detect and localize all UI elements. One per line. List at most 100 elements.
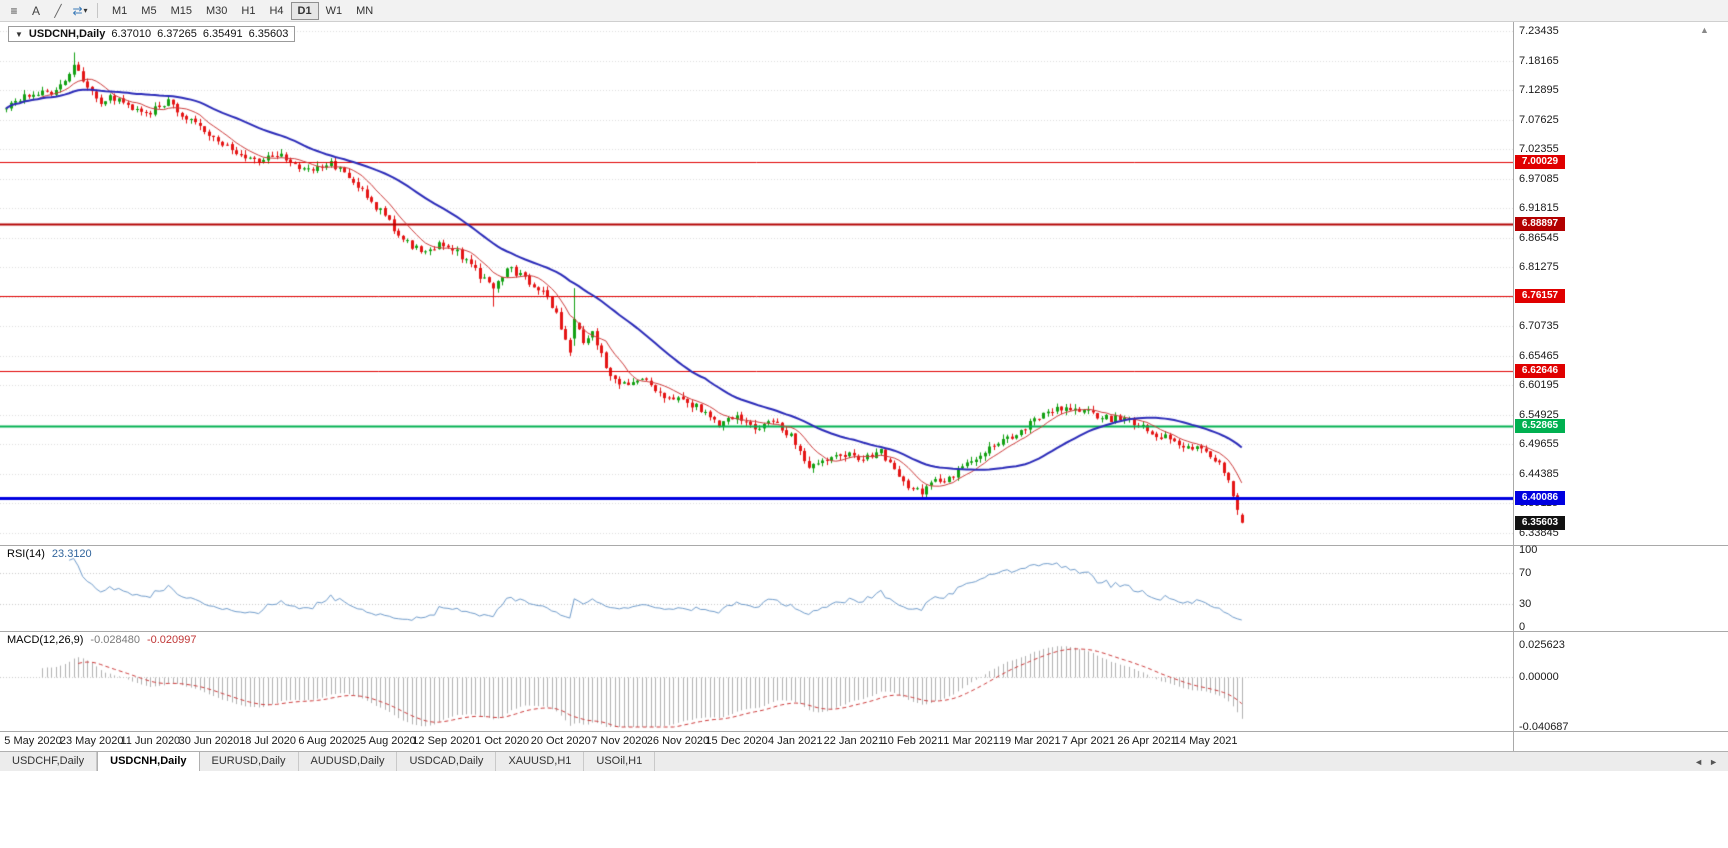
level-price-badge: 6.76157 (1515, 288, 1565, 303)
price-axis-label: 7.18165 (1519, 54, 1559, 67)
rsi-axis: 100 70 30 0 (1513, 544, 1728, 633)
price-axis-label: 6.86545 (1519, 231, 1559, 244)
panel-separator[interactable] (0, 631, 1728, 632)
timeframe-button-m5[interactable]: M5 (141, 4, 157, 17)
rsi-axis-label: 100 (1519, 544, 1538, 556)
timeframe-button-d1[interactable]: D1 (290, 1, 319, 20)
timeframe-button-h4[interactable]: H4 (269, 4, 284, 17)
rsi-axis-label: 0 (1519, 621, 1526, 633)
date-axis-label: 6 Aug 2020 (298, 735, 355, 747)
price-axis-label: 7.12895 (1519, 84, 1559, 97)
date-axis-label: 7 Apr 2021 (1061, 735, 1115, 747)
macd-axis-label: 0.00000 (1519, 670, 1559, 683)
price-axis-label: 7.23435 (1519, 25, 1559, 37)
chart-tabbar: USDCHF,Daily USDCNH,Daily EURUSD,Daily AUDU… (0, 751, 1728, 771)
date-axis-label: 1 Mar 2021 (943, 735, 999, 747)
date-axis-label: 1 Oct 2020 (475, 735, 530, 747)
macd-axis-label: 0.025623 (1519, 639, 1565, 651)
quote-high: 6.37265 (157, 28, 197, 40)
timeframe-button-w1[interactable]: W1 (325, 4, 343, 17)
price-axis-label: 6.44385 (1519, 467, 1559, 480)
chart-tab-audusd[interactable]: AUDUSD,Daily (299, 752, 398, 771)
price-axis-label: 6.97085 (1519, 172, 1559, 185)
tab-scroll-right-icon[interactable]: ► (1709, 756, 1718, 767)
quote-open: 6.37010 (111, 28, 152, 40)
price-axis-label: 6.65465 (1519, 349, 1559, 362)
panel-separator[interactable] (0, 545, 1728, 546)
timeframe-button-m1[interactable]: M1 (112, 4, 128, 17)
menu-icon[interactable]: ≡ (10, 3, 18, 18)
date-axis-label: 20 Oct 2020 (530, 735, 591, 747)
date-axis-label: 10 Feb 2021 (881, 735, 944, 747)
current-price-badge: 6.35603 (1515, 515, 1565, 530)
date-axis[interactable]: 5 May 2020 23 May 2020 11 Jun 2020 30 Jun 2… (0, 732, 1513, 750)
date-axis-label: 11 Jun 2020 (120, 735, 181, 747)
price-axis-label: 7.07625 (1519, 113, 1559, 126)
level-price-badge: 6.62646 (1515, 364, 1565, 379)
tab-scroll-arrows: ◄ ► (1694, 752, 1728, 771)
date-axis-label: 22 Jan 2021 (823, 735, 885, 747)
tab-scroll-left-icon[interactable]: ◄ (1694, 756, 1704, 767)
rsi-label: RSI(14) (7, 548, 45, 560)
macd-axis-label: -0.040687 (1519, 721, 1569, 733)
sync-dropdown-button[interactable]: ⇄ ▾ (70, 2, 90, 20)
timeframe-button-h1[interactable]: H1 (241, 4, 256, 17)
chart-tab-xauusd[interactable]: XAUUSD,H1 (496, 752, 585, 771)
timeframe-group: M1 M5 M15 M30 H1 H4 D1 W1 MN (105, 1, 380, 20)
date-axis-label: 18 Jul 2020 (239, 735, 297, 747)
quote-low: 6.35491 (202, 28, 243, 40)
price-axis-label: 6.54925 (1519, 408, 1559, 421)
date-axis-label: 5 May 2020 (4, 735, 62, 747)
level-price-badge: 6.52865 (1515, 419, 1565, 434)
date-axis-label: 26 Apr 2021 (1117, 735, 1177, 747)
timeframe-button-m30[interactable]: M30 (205, 4, 228, 17)
scroll-to-end-icon[interactable]: ▲ (1700, 25, 1709, 35)
axis-separator (1513, 22, 1514, 751)
text-tool-button[interactable]: A (31, 3, 40, 18)
date-axis-label: 7 Nov 2020 (591, 735, 648, 747)
timeframe-button-mn[interactable]: MN (356, 4, 374, 17)
chart-tab-usdchf[interactable]: USDCHF,Daily (0, 752, 98, 771)
chart-tab-usdcnh[interactable]: USDCNH,Daily (97, 752, 200, 771)
date-axis-label: 4 Jan 2021 (768, 735, 823, 747)
macd-main-value: -0.028480 (90, 634, 140, 646)
macd-header: MACD(12,26,9) -0.028480 -0.020997 (7, 634, 197, 646)
price-axis: 7.23435 7.18165 7.12895 7.07625 7.02355 6.970… (1513, 22, 1728, 545)
price-axis-label: 6.91815 (1519, 202, 1559, 215)
top-toolbar: ≡ A ╱ ⇄ ▾ M1 M5 M15 M30 H1 H4 D1 W1 MN (0, 0, 1728, 22)
date-axis-label: 19 Mar 2021 (998, 735, 1061, 747)
symbol-period-label: USDCNH,Daily (28, 28, 106, 40)
price-axis-label: 6.49655 (1519, 438, 1559, 451)
price-axis-label: 6.70735 (1519, 320, 1559, 333)
date-axis-label: 30 Jun 2020 (178, 735, 240, 747)
chart-tab-usdcad[interactable]: USDCAD,Daily (397, 752, 497, 771)
macd-signal-value: -0.020997 (146, 634, 197, 646)
rsi-value: 23.3120 (51, 548, 92, 560)
date-axis-label: 14 May 2021 (1173, 735, 1238, 747)
rsi-header: RSI(14) 23.3120 (7, 548, 92, 560)
price-axis-label: 6.81275 (1519, 261, 1559, 274)
collapse-icon[interactable]: ▼ (15, 29, 23, 39)
level-price-badge: 6.88897 (1515, 217, 1565, 232)
macd-label: MACD(12,26,9) (7, 634, 84, 646)
chart-tab-usoil[interactable]: USOil,H1 (584, 752, 656, 771)
toolbar-separator (97, 3, 98, 18)
macd-panel-canvas[interactable] (0, 632, 1513, 731)
macd-axis: 0.025623 0.00000 -0.040687 (1513, 632, 1728, 733)
panel-separator (0, 731, 1728, 732)
price-axis-label: 6.60195 (1519, 379, 1559, 392)
price-chart-canvas[interactable] (0, 22, 1513, 545)
price-axis-label: 7.02355 (1519, 143, 1559, 156)
trendline-tool-icon[interactable]: ╱ (54, 3, 62, 18)
rsi-panel-canvas[interactable] (0, 546, 1513, 631)
chart-tabs: USDCHF,Daily USDCNH,Daily EURUSD,Daily AUDU… (0, 752, 656, 771)
timeframe-button-m15[interactable]: M15 (170, 4, 192, 17)
date-axis-label: 26 Nov 2020 (646, 735, 710, 747)
rsi-axis-label: 30 (1519, 597, 1532, 610)
sync-arrows-icon: ⇄ (72, 3, 83, 18)
date-axis-label: 12 Sep 2020 (412, 735, 475, 747)
rsi-axis-label: 70 (1519, 567, 1532, 580)
level-price-badge: 7.00029 (1515, 155, 1565, 170)
chart-tab-eurusd[interactable]: EURUSD,Daily (200, 752, 299, 771)
date-axis-label: 25 Aug 2020 (353, 735, 416, 747)
